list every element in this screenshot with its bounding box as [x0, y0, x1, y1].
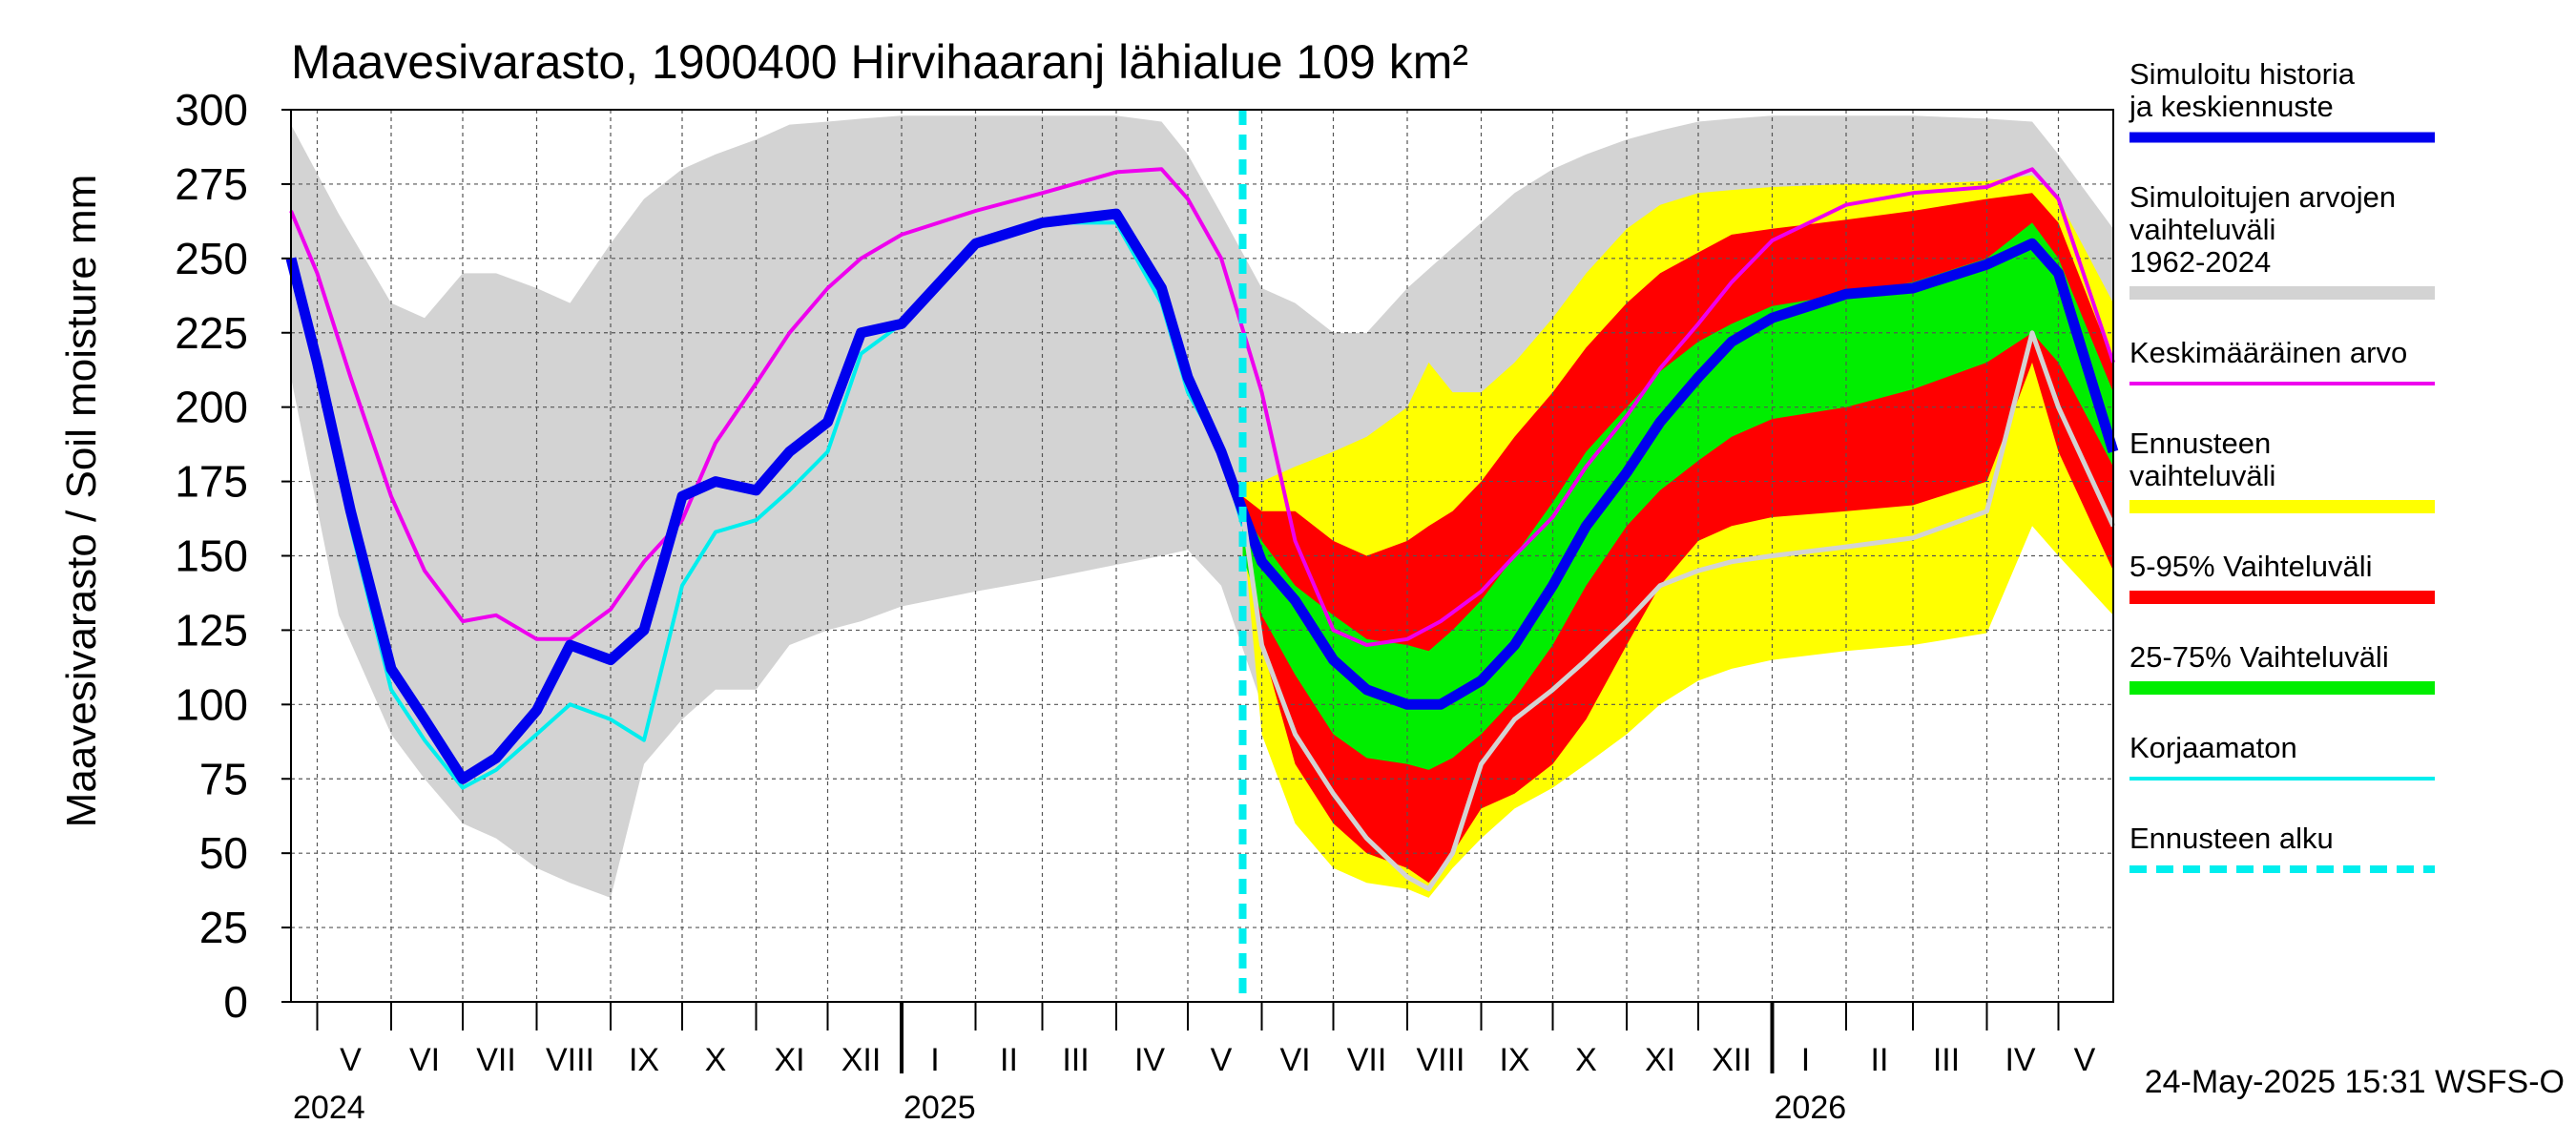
y-tick-label-225: 225 — [175, 308, 248, 358]
x-month-label-2: VII — [476, 1042, 516, 1078]
y-tick-label-300: 300 — [175, 85, 248, 135]
x-month-label-0: V — [340, 1042, 362, 1078]
x-month-label-10: III — [1062, 1042, 1089, 1078]
y-tick-label-200: 200 — [175, 383, 248, 432]
legend-label-25-75-vaihteluva-li: 25-75% Vaihteluväli — [2129, 640, 2389, 674]
legend-label-korjaamaton: Korjaamaton — [2129, 731, 2297, 764]
line-keskima-a-ra-inen-arvo — [289, 167, 2115, 647]
legend-swatch-25-75-vaihteluva-li — [2129, 681, 2435, 695]
footer-timestamp: 24-May-2025 15:31 WSFS-O — [2145, 1064, 2565, 1100]
x-year-label-2024: 2024 — [293, 1090, 365, 1126]
x-month-label-24: V — [2074, 1042, 2096, 1078]
band-25-75-vaihteluva-li — [1242, 222, 2113, 770]
x-month-label-20: I — [1801, 1042, 1810, 1078]
x-axis: V VI VII VIII IX X XI XII I II III IV V VI VII VIII IX X X… — [293, 1002, 2096, 1126]
legend-swatch-ennusteen-vaihteluva-li — [2129, 500, 2435, 513]
y-tick-label-100: 100 — [175, 679, 248, 729]
x-month-label-4: IX — [629, 1042, 659, 1078]
legend-swatch-5-95-vaihteluva-li — [2129, 591, 2435, 604]
legend-label-ennusteen-alku: Ennusteen alku — [2129, 822, 2334, 855]
y-tick-label-50: 50 — [199, 828, 248, 878]
y-tick-label-25: 25 — [199, 903, 248, 952]
x-month-label-7: XII — [841, 1042, 882, 1078]
y-tick-label-75: 75 — [199, 754, 248, 803]
x-month-label-14: VII — [1347, 1042, 1387, 1078]
x-month-label-11: IV — [1134, 1042, 1165, 1078]
grid-lines — [291, 110, 2113, 1002]
x-month-label-12: V — [1211, 1042, 1233, 1078]
legend-label-ennusteen-vaihteluva-li: Ennusteen vaihteluväli — [2129, 427, 2275, 492]
chart-title: Maavesivarasto, 1900400 Hirvihaaranj läh… — [291, 35, 1468, 89]
y-axis-label: Maavesivarasto / Soil moisture mm — [58, 175, 105, 828]
line-simuloitu-historia-ja-keskiennuste — [285, 208, 2119, 784]
x-month-label-3: VIII — [546, 1042, 594, 1078]
range-bands — [291, 115, 2113, 898]
x-month-label-1: VI — [409, 1042, 440, 1078]
y-tick-label-275: 275 — [175, 159, 248, 209]
y-tick-label-150: 150 — [175, 531, 248, 581]
y-tick-label-175: 175 — [175, 457, 248, 507]
x-month-label-22: III — [1933, 1042, 1960, 1078]
legend-label-5-95-vaihteluva-li: 5-95% Vaihteluväli — [2129, 550, 2372, 583]
series-lines — [285, 167, 2119, 892]
x-month-label-9: II — [1000, 1042, 1018, 1078]
legend-label-simuloitujen-arvojen-vaihteluva-li-1962-2024: Simuloitujen arvojen vaihteluväli 1962-202… — [2129, 180, 2396, 279]
x-month-label-19: XII — [1712, 1042, 1752, 1078]
x-month-label-16: IX — [1499, 1042, 1529, 1078]
y-tick-label-250: 250 — [175, 234, 248, 283]
y-tick-label-0: 0 — [223, 977, 248, 1027]
y-tick-label-125: 125 — [175, 605, 248, 655]
x-month-label-17: X — [1575, 1042, 1597, 1078]
x-month-label-8: I — [930, 1042, 939, 1078]
x-month-label-23: IV — [2005, 1042, 2035, 1078]
legend-swatch-simuloitujen-arvojen-vaihteluva-li-1962-2024 — [2129, 286, 2435, 300]
x-month-label-15: VIII — [1416, 1042, 1465, 1078]
legend: Simuloitu historia ja keskiennuste Simuloi… — [2129, 57, 2435, 873]
x-month-label-6: XI — [774, 1042, 804, 1078]
x-month-label-21: II — [1871, 1042, 1889, 1078]
legend-label-simuloitu-historia-ja-keskiennuste: Simuloitu historia ja keskiennuste — [2129, 57, 2356, 123]
x-year-label-2025: 2025 — [904, 1090, 976, 1126]
y-axis-ticks: 0 25 50 75 100 125 150 175 200 225 250 275 300 — [175, 85, 291, 1027]
x-month-label-13: VI — [1279, 1042, 1310, 1078]
line-korjaamaton-forecast — [1240, 330, 2116, 892]
legend-label-keskima-a-ra-inen-arvo: Keskimääräinen arvo — [2129, 336, 2407, 369]
x-year-label-2026: 2026 — [1775, 1090, 1847, 1126]
x-month-label-18: XI — [1645, 1042, 1675, 1078]
x-month-label-5: X — [705, 1042, 727, 1078]
